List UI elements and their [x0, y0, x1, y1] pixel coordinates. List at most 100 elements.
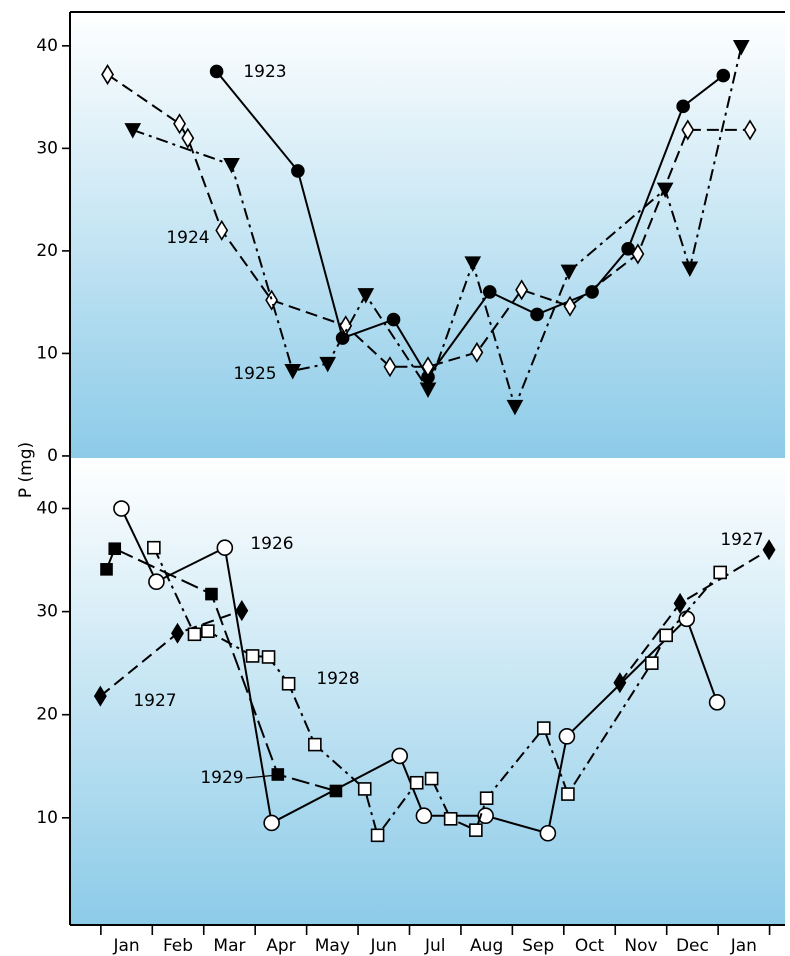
- marker: [424, 771, 439, 786]
- marker: [716, 68, 731, 83]
- series-label: 1927: [133, 691, 176, 711]
- marker: [93, 685, 107, 707]
- marker: [113, 500, 130, 517]
- series-label: 1926: [250, 534, 293, 554]
- marker: [147, 540, 161, 555]
- leader-line: [245, 774, 279, 779]
- marker: [181, 127, 195, 149]
- marker: [673, 592, 687, 614]
- marker: [386, 312, 401, 327]
- marker: [281, 676, 296, 691]
- marker: [585, 285, 599, 299]
- marker: [205, 587, 218, 601]
- x-tick-label: Apr: [266, 936, 295, 956]
- y-axis-label: P (mg): [16, 442, 36, 498]
- marker: [561, 787, 575, 801]
- marker: [235, 600, 249, 622]
- x-tick-label: Dec: [676, 936, 709, 956]
- marker: [173, 113, 187, 135]
- marker: [613, 672, 627, 694]
- marker: [659, 628, 673, 643]
- marker: [477, 807, 494, 825]
- marker: [469, 823, 483, 837]
- marker: [419, 382, 437, 398]
- marker: [536, 721, 551, 735]
- x-tick-label: Feb: [163, 936, 193, 956]
- marker: [421, 356, 435, 378]
- y-tick-label: 30: [36, 602, 58, 622]
- marker: [171, 622, 184, 644]
- marker: [284, 364, 302, 380]
- marker: [530, 307, 544, 322]
- x-tick-label: Mar: [213, 936, 245, 956]
- x-tick-label: Jan: [730, 936, 757, 956]
- marker: [391, 747, 409, 765]
- marker: [470, 341, 484, 363]
- y-tick-label: 10: [36, 343, 58, 363]
- series-label: 1928: [316, 669, 359, 689]
- marker: [265, 289, 279, 311]
- marker: [681, 261, 699, 278]
- marker: [263, 814, 280, 832]
- y-tick-label: 40: [36, 499, 58, 519]
- series-label: 1925: [233, 364, 276, 384]
- marker: [656, 182, 674, 199]
- y-tick-label: 30: [36, 138, 58, 158]
- marker: [479, 791, 494, 805]
- y-tick-label: 0: [47, 446, 58, 466]
- marker: [357, 288, 375, 304]
- x-tick-label: Aug: [470, 936, 503, 956]
- x-tick-label: Jan: [112, 936, 139, 956]
- x-tick-label: Jun: [369, 936, 397, 956]
- marker: [148, 573, 165, 591]
- marker: [539, 824, 557, 842]
- series-label: 1924: [166, 228, 209, 248]
- marker: [308, 737, 322, 752]
- marker: [560, 264, 578, 281]
- marker: [732, 40, 750, 56]
- marker: [676, 99, 690, 114]
- series-label: 1929: [200, 768, 243, 788]
- marker: [558, 728, 576, 745]
- marker: [482, 285, 497, 299]
- y-tick-label: 20: [36, 241, 58, 261]
- marker: [223, 157, 240, 174]
- series-label: 1927: [720, 530, 763, 550]
- marker: [631, 243, 645, 265]
- marker: [443, 812, 458, 826]
- y-tick-label: 20: [36, 705, 58, 725]
- marker: [319, 356, 337, 373]
- x-tick-label: Nov: [624, 936, 657, 956]
- marker: [415, 807, 433, 825]
- marker: [201, 624, 215, 638]
- marker: [644, 656, 659, 670]
- marker: [329, 784, 343, 798]
- marker: [762, 539, 776, 561]
- x-tick-label: Jul: [424, 936, 446, 956]
- marker: [383, 356, 397, 378]
- marker: [464, 256, 482, 272]
- marker: [370, 828, 385, 843]
- marker: [713, 565, 727, 580]
- marker: [216, 539, 234, 556]
- marker: [621, 242, 635, 256]
- marker: [101, 64, 114, 86]
- series-label: 1923: [243, 62, 286, 82]
- marker: [409, 775, 424, 790]
- marker: [291, 164, 305, 178]
- marker: [515, 279, 529, 301]
- marker: [708, 694, 726, 711]
- marker: [261, 650, 276, 664]
- x-tick-label: Oct: [575, 936, 605, 956]
- marker: [357, 782, 372, 796]
- marker: [743, 119, 757, 141]
- marker: [100, 563, 113, 576]
- x-tick-label: May: [315, 936, 350, 956]
- marker: [108, 542, 122, 556]
- series-line: [132, 46, 743, 410]
- marker: [187, 627, 202, 642]
- y-tick-label: 40: [36, 36, 58, 56]
- y-tick-label: 10: [36, 808, 58, 828]
- marker: [245, 649, 260, 663]
